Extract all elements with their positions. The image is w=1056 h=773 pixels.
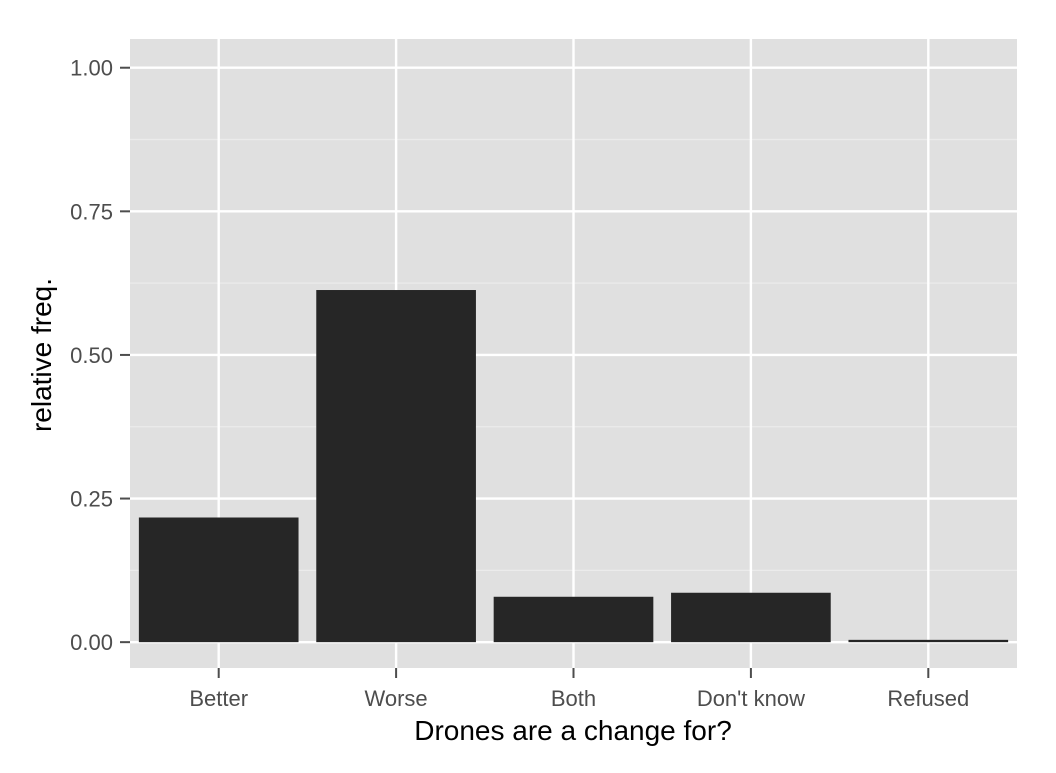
bar-don-t-know [671, 592, 831, 643]
y-tick-label: 1.00 [70, 56, 113, 81]
x-axis: Better Worse Both Don't know Refused [189, 668, 969, 711]
x-tick-label: Don't know [697, 686, 805, 711]
bar-better [138, 517, 299, 643]
x-tick-label: Better [189, 686, 248, 711]
x-tick-label: Refused [887, 686, 969, 711]
x-tick-label: Both [551, 686, 596, 711]
bar-both [493, 596, 654, 643]
y-axis: 0.00 0.25 0.50 0.75 1.00 [70, 56, 130, 655]
x-axis-title: Drones are a change for? [414, 715, 732, 746]
y-axis-title: relative freq. [26, 278, 57, 432]
y-tick-label: 0.00 [70, 630, 113, 655]
bar-worse [316, 290, 476, 643]
y-tick-label: 0.50 [70, 343, 113, 368]
y-tick-label: 0.25 [70, 487, 113, 512]
y-tick-label: 0.75 [70, 199, 113, 224]
bar-refused [848, 639, 1009, 643]
x-tick-label: Worse [365, 686, 428, 711]
bars [138, 290, 1009, 643]
